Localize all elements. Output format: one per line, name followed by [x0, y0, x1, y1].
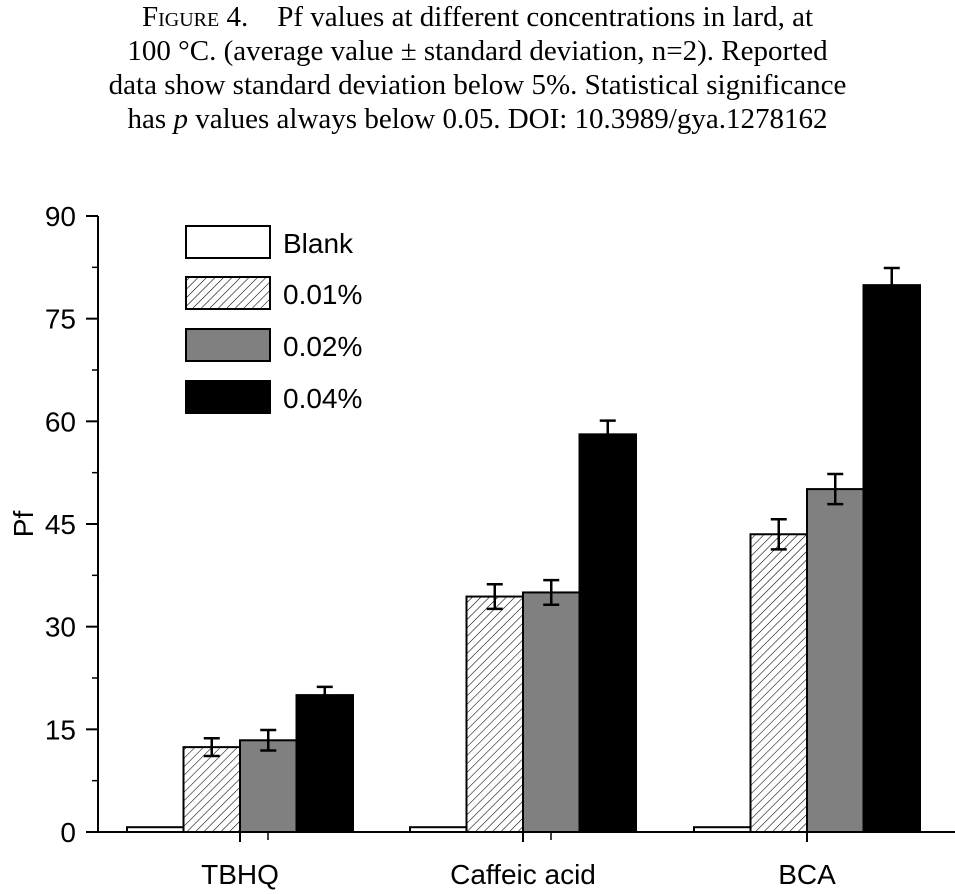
- y-tick-label: 15: [45, 714, 76, 745]
- figure-caption: Figure 4. Pf values at different concent…: [0, 0, 955, 136]
- bar-0.01%: [465, 595, 524, 833]
- legend-label: 0.01%: [283, 279, 362, 310]
- x-tick-label: BCA: [778, 859, 836, 890]
- bar-0.04%: [578, 433, 637, 833]
- caption-line-1-text: Pf values at different concentrations in…: [277, 1, 813, 33]
- legend-swatch-0.02%: [185, 328, 271, 362]
- bar-Blank: [693, 826, 752, 833]
- y-tick-label: 60: [45, 406, 76, 437]
- y-tick-label: 0: [60, 817, 76, 848]
- x-tick-label: TBHQ: [201, 859, 279, 890]
- y-tick-label: 90: [45, 201, 76, 232]
- bar-0.02%: [522, 591, 581, 834]
- bar-Blank: [409, 826, 468, 833]
- bar-0.04%: [295, 694, 354, 833]
- legend-swatch-Blank: [185, 225, 271, 259]
- bar-0.01%: [749, 533, 808, 833]
- caption-line-2: 100 °C. (average value ± standard deviat…: [127, 35, 828, 67]
- bar-0.01%: [182, 746, 241, 834]
- bar-Blank: [126, 826, 185, 833]
- caption-line-4-pre: has: [127, 103, 174, 135]
- legend-label: Blank: [283, 228, 354, 259]
- x-tick-label: Caffeic acid: [450, 859, 596, 890]
- legend-label: 0.02%: [283, 331, 362, 362]
- caption-line-4-post: values always below 0.05. DOI: 10.3989/g…: [187, 103, 828, 135]
- legend-label: 0.04%: [283, 383, 362, 414]
- caption-line-1: Figure 4. Pf values at different concent…: [0, 0, 955, 34]
- plot-area: 0 15 30 45 60 75 90 Pf TBHQ Caffeic acid BCA Blank 0…: [8, 201, 955, 890]
- bar-0.04%: [862, 284, 921, 833]
- caption-line-3: data show standard deviation below 5%. S…: [108, 69, 847, 101]
- legend-swatch-0.04%: [185, 380, 271, 414]
- caption-p-italic: p: [173, 103, 188, 135]
- bar-0.02%: [806, 488, 865, 833]
- caption-line-4: has p values always below 0.05. DOI: 10.…: [0, 102, 955, 136]
- y-tick-label: 75: [45, 304, 76, 335]
- figure-label: Figure 4.: [141, 1, 249, 33]
- y-axis-label: Pf: [8, 511, 39, 538]
- y-tick-label: 45: [45, 509, 76, 540]
- bar-0.02%: [239, 739, 298, 833]
- legend-swatch-0.01%: [185, 276, 271, 310]
- y-tick-label: 30: [45, 612, 76, 643]
